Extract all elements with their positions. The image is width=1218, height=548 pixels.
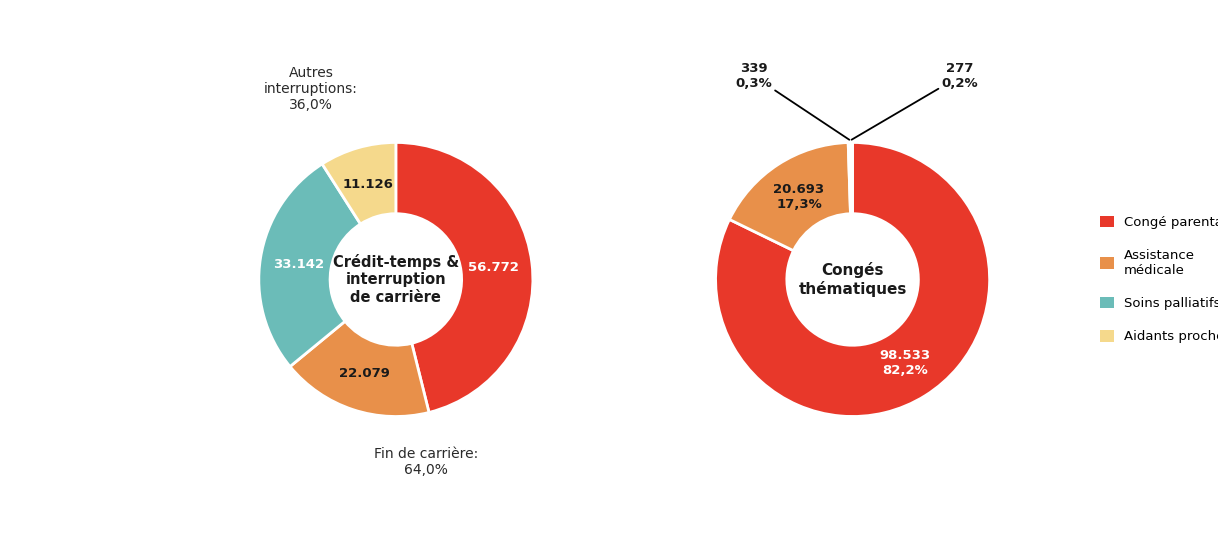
Text: 98.533
82,2%: 98.533 82,2% — [879, 349, 931, 377]
Wedge shape — [730, 142, 850, 250]
Legend: Congé parental, Assistance
médicale, Soins palliatifs, Aidants proches: Congé parental, Assistance médicale, Soi… — [1100, 216, 1218, 343]
Text: Congés
thématiques: Congés thématiques — [799, 262, 906, 297]
Text: 20.693
17,3%: 20.693 17,3% — [773, 182, 825, 210]
Text: 339
0,3%: 339 0,3% — [736, 62, 849, 140]
Wedge shape — [716, 142, 990, 416]
Wedge shape — [323, 142, 396, 224]
Text: 11.126: 11.126 — [342, 178, 393, 191]
Wedge shape — [396, 142, 532, 413]
Text: 277
0,2%: 277 0,2% — [851, 62, 978, 140]
Wedge shape — [290, 321, 429, 416]
Wedge shape — [850, 142, 853, 214]
Text: Fin de carrière:
64,0%: Fin de carrière: 64,0% — [374, 447, 479, 477]
Text: Crédit-temps &
interruption
de carrière: Crédit-temps & interruption de carrière — [333, 254, 459, 305]
Text: 33.142: 33.142 — [273, 258, 324, 271]
Text: 22.079: 22.079 — [340, 367, 390, 380]
Text: Autres
interruptions:
36,0%: Autres interruptions: 36,0% — [264, 66, 358, 112]
Wedge shape — [259, 164, 361, 367]
Wedge shape — [848, 142, 851, 214]
Text: 56.772: 56.772 — [469, 261, 519, 274]
